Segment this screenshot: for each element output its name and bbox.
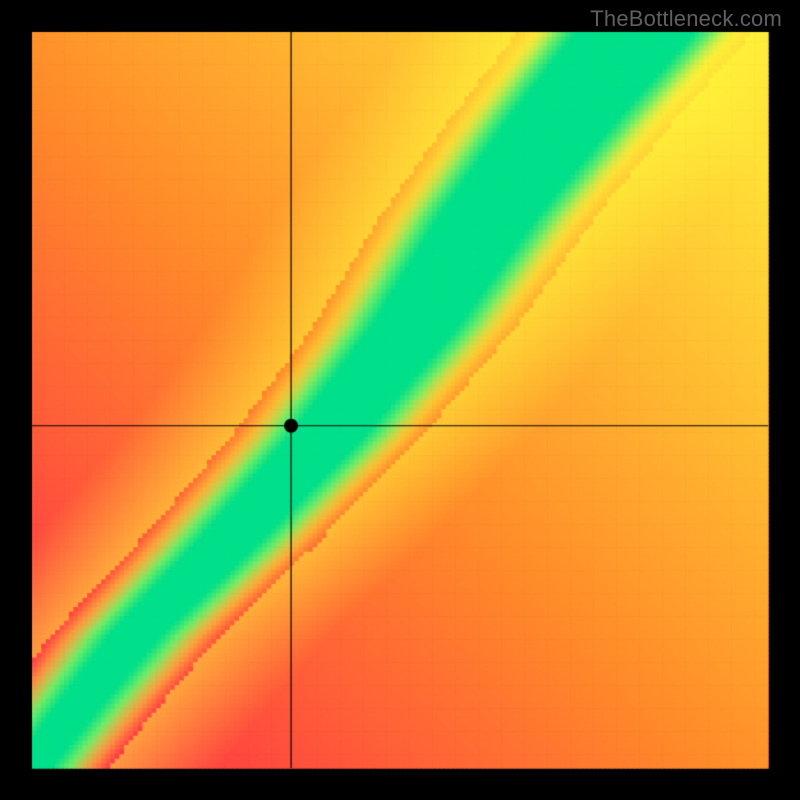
chart-container: TheBottleneck.com <box>0 0 800 800</box>
watermark-label: TheBottleneck.com <box>590 6 782 32</box>
heatmap-canvas <box>0 0 800 800</box>
